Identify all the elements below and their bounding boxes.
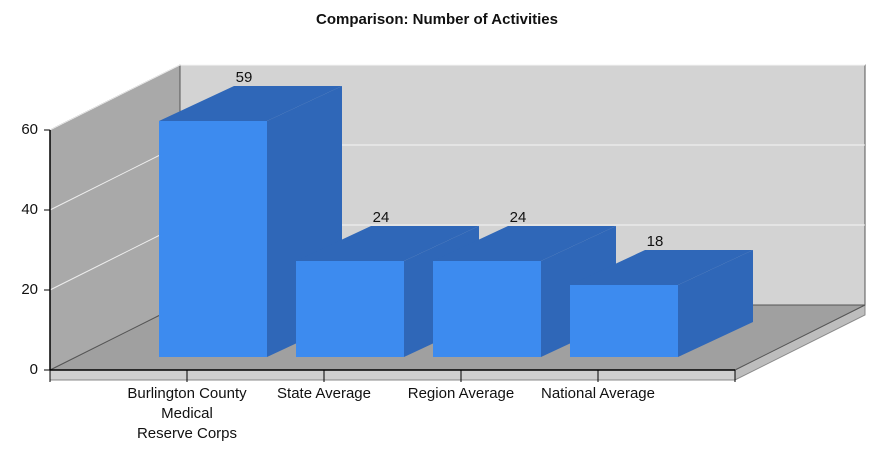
- x-tick-label: State Average: [277, 385, 371, 402]
- value-label: 59: [236, 69, 253, 86]
- y-tick-label: 20: [21, 281, 38, 298]
- bar-front: [159, 121, 267, 357]
- x-tick-label: National Average: [541, 385, 655, 402]
- bar-front: [570, 285, 678, 357]
- grid-line: [49, 224, 181, 291]
- grid-line: [49, 144, 181, 211]
- y-tick-label: 40: [21, 201, 38, 218]
- floor-slab: [49, 369, 736, 381]
- value-label: 18: [647, 233, 664, 250]
- bar-side: [678, 250, 753, 357]
- bar-top: [159, 86, 342, 121]
- bar: [570, 250, 753, 357]
- y-tick-label: 0: [30, 361, 38, 378]
- bar-top: [296, 226, 479, 261]
- bar-top: [433, 226, 616, 261]
- chart-title: Comparison: Number of Activities: [316, 11, 558, 28]
- x-tick-label: Region Average: [407, 385, 515, 402]
- bar-front: [433, 261, 541, 357]
- value-label: 24: [510, 209, 527, 226]
- value-label: 24: [373, 209, 390, 226]
- x-tick-label: Burlington County Medical Reserve Corps: [127, 385, 247, 442]
- y-tick-label: 60: [21, 121, 38, 138]
- bar-top: [570, 250, 753, 285]
- grid-line: [49, 64, 181, 131]
- bar-front: [296, 261, 404, 357]
